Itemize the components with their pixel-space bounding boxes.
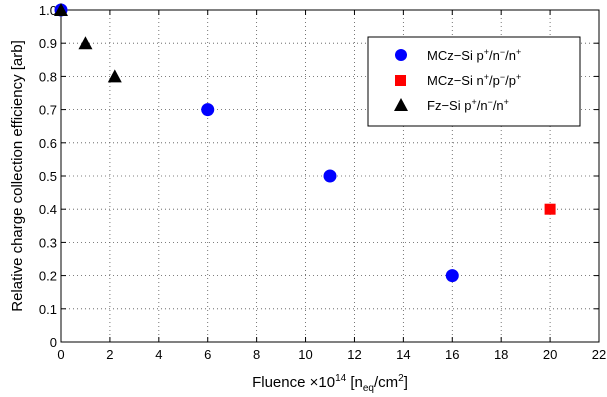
legend-marker-triangle <box>394 98 408 111</box>
y-tick-label: 0.1 <box>39 302 57 317</box>
y-tick-label: 0 <box>50 335 57 350</box>
tick-labels: 0 2 4 6 8 10 12 14 16 18 20 22 0 0.1 0.2 0.3 0.4 0.5 0.6 0.… <box>39 3 606 362</box>
x-axis-label-unit-open: [n <box>346 374 363 391</box>
data-point-circle <box>201 103 215 117</box>
x-tick-label: 6 <box>204 347 211 362</box>
data-point-triangle <box>78 36 93 50</box>
x-tick-label: 20 <box>543 347 557 362</box>
y-tick-label: 0.4 <box>39 202 57 217</box>
data-point-triangle <box>107 69 122 83</box>
data-point-circle <box>323 169 337 183</box>
y-tick-label: 1.0 <box>39 3 57 18</box>
x-axis-label-unit-close: ] <box>404 374 408 391</box>
legend: MCz−Si p+/n−/n+ MCz−Si n+/p−/p+ Fz−Si p+… <box>367 36 581 127</box>
legend-entry-mcz-n: MCz−Si n+/p−/p+ <box>427 72 521 88</box>
x-tick-label: 16 <box>445 347 459 362</box>
x-axis-label-unit-sup: 2 <box>398 373 404 384</box>
x-tick-label: 4 <box>155 347 162 362</box>
y-tick-label: 0.7 <box>39 103 57 118</box>
x-tick-label: 8 <box>253 347 260 362</box>
y-tick-label: 0.8 <box>39 69 57 84</box>
y-tick-label: 0.3 <box>39 235 57 250</box>
y-tick-label: 0.9 <box>39 36 57 51</box>
data-marks <box>54 3 556 283</box>
x-tick-label: 22 <box>592 347 606 362</box>
x-tick-label: 18 <box>494 347 508 362</box>
x-tick-label: 0 <box>57 347 64 362</box>
x-tick-label: 10 <box>298 347 312 362</box>
x-axis-label-exponent: 14 <box>335 373 347 384</box>
y-tick-label: 0.5 <box>39 169 57 184</box>
legend-marker-circle <box>395 49 407 61</box>
y-tick-label: 0.6 <box>39 136 57 151</box>
data-point-square <box>544 203 556 215</box>
x-tick-label: 2 <box>106 347 113 362</box>
x-axis-label-unit-sub: eq <box>363 383 374 394</box>
legend-marker-square <box>395 75 406 86</box>
x-axis-label-unit-mid: /cm <box>374 374 398 391</box>
data-point-triangle <box>54 3 68 16</box>
legend-entry-fz-p: Fz−Si p+/n−/n+ <box>427 97 509 113</box>
data-point-circle <box>445 269 459 283</box>
x-axis-label: Fluence ×1014 [neq/cm2] <box>252 373 408 394</box>
legend-entry-mcz-p: MCz−Si p+/n−/n+ <box>427 47 521 63</box>
y-tick-label: 0.2 <box>39 269 57 284</box>
x-tick-label: 14 <box>396 347 410 362</box>
x-tick-label: 12 <box>347 347 361 362</box>
y-axis-label: Relative charge collection efficiency [a… <box>9 40 26 312</box>
x-axis-label-prefix: Fluence ×10 <box>252 374 335 391</box>
